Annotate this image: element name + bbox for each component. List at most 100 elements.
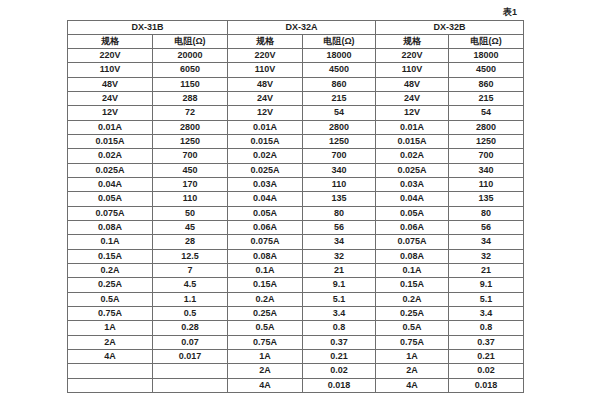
table-row: 1A0.280.5A0.80.5A0.8 [68,321,524,335]
table-row: 0.2A70.1A210.1A21 [68,263,524,277]
spec-cell: 0.75A [68,306,153,320]
resistance-cell: 54 [303,106,376,120]
resistance-cell: 340 [303,163,376,177]
resistance-cell: 700 [153,149,228,163]
group-header-row: DX-31B DX-32A DX-32B [68,21,524,35]
group-title-dx32b: DX-32B [376,21,524,35]
spec-cell: 2A [228,364,303,378]
spec-cell: 0.025A [68,163,153,177]
resistance-cell: 860 [449,77,524,91]
resistance-cell: 28 [153,235,228,249]
resistance-header-dx32a: 电阻(Ω) [303,35,376,49]
resistance-cell: 54 [449,106,524,120]
resistance-table: DX-31B DX-32A DX-32B 规格 电阻(Ω) 规格 电阻(Ω) 规… [67,20,524,393]
resistance-cell: 21 [449,263,524,277]
resistance-cell: 700 [303,149,376,163]
spec-cell: 0.2A [376,292,449,306]
resistance-cell: 0.018 [303,378,376,392]
resistance-cell [153,378,228,392]
resistance-cell: 34 [303,235,376,249]
table-row: 0.075A500.05A800.05A80 [68,206,524,220]
resistance-cell: 0.5 [153,306,228,320]
resistance-cell: 4.5 [153,278,228,292]
spec-header-dx31b: 规格 [68,35,153,49]
resistance-cell: 34 [449,235,524,249]
resistance-cell: 450 [153,163,228,177]
resistance-cell: 56 [449,220,524,234]
spec-cell: 0.04A [376,192,449,206]
spec-cell: 0.06A [376,220,449,234]
spec-cell: 0.75A [228,335,303,349]
resistance-header-dx31b: 电阻(Ω) [153,35,228,49]
spec-cell: 0.15A [376,278,449,292]
resistance-cell: 18000 [449,49,524,63]
table-row: 48V115048V86048V860 [68,77,524,91]
resistance-cell: 0.37 [303,335,376,349]
resistance-cell: 5.1 [449,292,524,306]
spec-cell: 0.015A [376,134,449,148]
table-row: 2A0.022A0.02 [68,364,524,378]
table-row: 0.02A7000.02A7000.02A700 [68,149,524,163]
resistance-cell: 0.21 [449,349,524,363]
spec-cell: 24V [376,91,449,105]
spec-cell: 0.04A [228,192,303,206]
resistance-cell: 135 [303,192,376,206]
resistance-cell: 21 [303,263,376,277]
table-row: 2A0.070.75A0.370.75A0.37 [68,335,524,349]
spec-header-dx32a: 规格 [228,35,303,49]
spec-cell: 220V [228,49,303,63]
group-title-dx32a: DX-32A [228,21,376,35]
resistance-cell: 1250 [449,134,524,148]
spec-cell: 0.1A [68,235,153,249]
spec-cell: 0.1A [376,263,449,277]
resistance-cell: 0.017 [153,349,228,363]
table-row: 0.1A280.075A340.075A34 [68,235,524,249]
table-row: 0.75A0.50.25A3.40.25A3.4 [68,306,524,320]
table-row: 4A0.0184A0.018 [68,378,524,392]
table-row: 0.04A1700.03A1100.03A110 [68,177,524,191]
spec-cell: 48V [228,77,303,91]
spec-cell: 0.03A [228,177,303,191]
resistance-cell: 860 [303,77,376,91]
spec-cell: 0.2A [228,292,303,306]
spec-cell: 0.1A [228,263,303,277]
table-row: 12V7212V5412V54 [68,106,524,120]
resistance-cell: 4500 [449,63,524,77]
resistance-cell: 6050 [153,63,228,77]
table-row: 0.015A12500.015A12500.015A1250 [68,134,524,148]
resistance-cell: 700 [449,149,524,163]
resistance-cell: 80 [449,206,524,220]
spec-cell: 2A [376,364,449,378]
resistance-cell: 0.02 [303,364,376,378]
table-row: 0.01A28000.01A28000.01A2800 [68,120,524,134]
resistance-cell: 110 [153,192,228,206]
spec-cell: 0.08A [376,249,449,263]
spec-cell [68,378,153,392]
spec-cell: 0.03A [376,177,449,191]
spec-cell: 0.5A [376,321,449,335]
resistance-cell: 2800 [303,120,376,134]
resistance-cell: 32 [303,249,376,263]
spec-cell: 0.08A [228,249,303,263]
resistance-cell: 288 [153,91,228,105]
spec-cell: 0.05A [228,206,303,220]
spec-header-dx32b: 规格 [376,35,449,49]
spec-cell: 0.075A [376,235,449,249]
spec-cell: 0.02A [68,149,153,163]
table-row: 4A0.0171A0.211A0.21 [68,349,524,363]
resistance-cell: 2800 [449,120,524,134]
resistance-cell: 340 [449,163,524,177]
spec-cell: 0.08A [68,220,153,234]
spec-cell: 0.015A [68,134,153,148]
spec-cell: 110V [68,63,153,77]
page: 表1 DX-31B DX-32A DX-32B 规格 电阻(Ω) 规格 电阻(Ω… [0,0,600,400]
resistance-cell: 80 [303,206,376,220]
resistance-cell: 18000 [303,49,376,63]
spec-cell: 12V [376,106,449,120]
spec-cell: 0.2A [68,263,153,277]
resistance-cell: 3.4 [449,306,524,320]
resistance-cell: 135 [449,192,524,206]
resistance-cell: 12.5 [153,249,228,263]
spec-cell: 220V [376,49,449,63]
spec-cell: 0.25A [228,306,303,320]
